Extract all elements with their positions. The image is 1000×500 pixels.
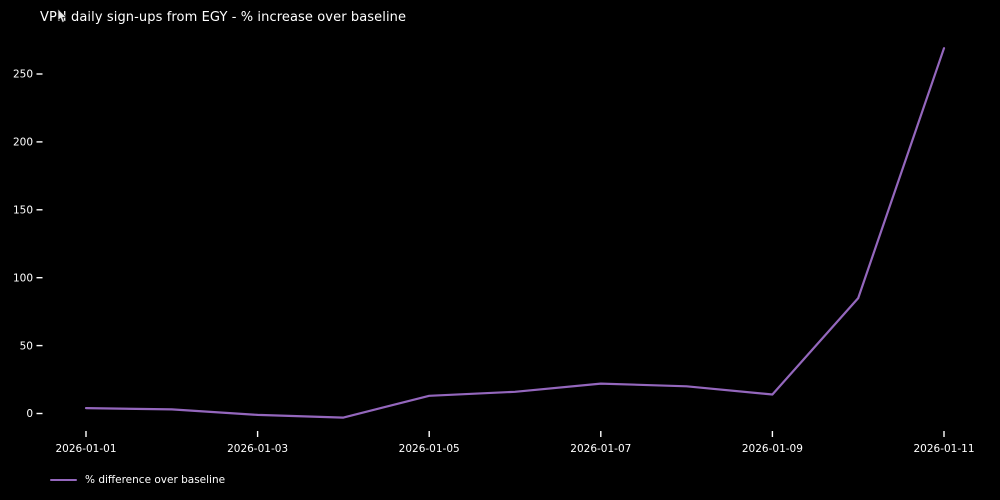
x-tick-label: 2026-01-05 <box>399 443 460 455</box>
chart-title: VPN daily sign-ups from EGY - % increase… <box>40 10 407 25</box>
y-tick-label: 150 <box>13 205 33 217</box>
x-tick-label: 2026-01-11 <box>913 443 974 455</box>
series-line <box>84 47 946 419</box>
legend-line-swatch <box>50 478 77 482</box>
y-tick-label: 50 <box>20 340 33 352</box>
x-tick-label: 2026-01-03 <box>227 443 288 455</box>
legend: % difference over baseline <box>50 471 225 489</box>
y-tick-label: 200 <box>13 137 33 149</box>
legend-label: % difference over baseline <box>85 474 226 486</box>
y-tick-label: 100 <box>13 272 33 284</box>
x-tick-label: 2026-01-09 <box>742 443 803 455</box>
y-tick-label: 250 <box>13 69 33 81</box>
x-tick-label: 2026-01-01 <box>55 443 116 455</box>
x-tick-label: 2026-01-07 <box>570 443 631 455</box>
y-tick-label: 0 <box>26 408 33 420</box>
